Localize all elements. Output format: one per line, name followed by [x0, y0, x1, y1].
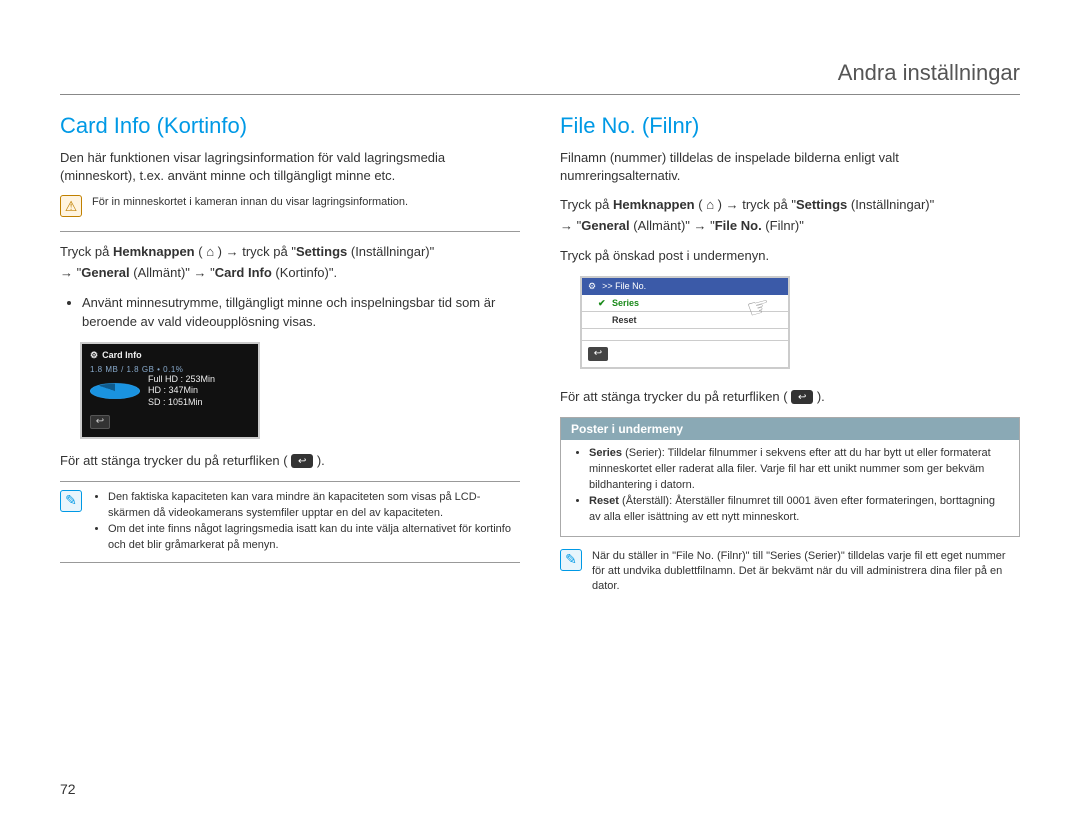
line-fullhd: Full HD : 253Min: [148, 374, 215, 386]
text: ) → tryck på ": [214, 244, 296, 259]
home-button-label: Hemknappen: [113, 244, 195, 259]
submenu-item-reset: Reset (Återställ): Återställer filnumret…: [589, 494, 1005, 526]
fileno-path: Tryck på Hemknappen ( ⌂ ) → tryck på "Se…: [560, 195, 1020, 235]
reset-text: (Återställ): Återställer filnumret till …: [589, 495, 995, 523]
text: ).: [313, 453, 325, 468]
text: (Allmänt)" → ": [630, 218, 715, 233]
warning-icon: ⚠: [60, 195, 82, 217]
section-title-cardinfo: Card Info (Kortinfo): [60, 113, 520, 139]
screenshot-title: >> File No.: [602, 281, 646, 291]
submenu-instr: Tryck på önskad post i undermenyn.: [560, 246, 1020, 266]
cardinfo-path: Tryck på Hemknappen ( ⌂ ) → tryck på "Se…: [60, 242, 520, 282]
text: (Kortinfo)".: [272, 265, 337, 280]
cardinfo-intro: Den här funktionen visar lagringsinforma…: [60, 149, 520, 185]
cardinfo-bullet: Använt minnesutrymme, tillgängligt minne…: [82, 293, 520, 332]
return-icon: ↩: [291, 454, 313, 468]
line-sd: SD : 1051Min: [148, 397, 215, 409]
text: För att stänga trycker du på returfliken…: [60, 453, 291, 468]
right-column: File No. (Filnr) Filnamn (nummer) tillde…: [560, 113, 1020, 609]
text: (: [195, 244, 207, 259]
home-button-label: Hemknappen: [613, 197, 695, 212]
series-label: Series: [589, 447, 622, 459]
text: ) → tryck på ": [714, 197, 796, 212]
left-column: Card Info (Kortinfo) Den här funktionen …: [60, 113, 520, 609]
gear-icon: ⚙: [90, 350, 98, 361]
return-icon: ↩: [791, 390, 813, 404]
fileno-note: När du ställer in "File No. (Filnr)" til…: [592, 549, 1020, 595]
text: (Allmänt)" → ": [130, 265, 215, 280]
note-icon: ✎: [60, 490, 82, 512]
cardinfo-label: Card Info: [215, 265, 272, 280]
submenu-item-series: Series (Serier): Tilldelar filnummer i s…: [589, 446, 1005, 494]
general-label: General: [81, 265, 129, 280]
general-label: General: [581, 218, 629, 233]
pie-chart: [90, 383, 140, 399]
divider: [60, 231, 520, 232]
back-icon: ↩: [90, 415, 110, 429]
text: → ": [560, 218, 581, 233]
text: (Filnr)": [762, 218, 804, 233]
cardinfo-notes: ✎ Den faktiska kapaciteten kan vara mind…: [60, 481, 520, 563]
reset-label: Reset: [589, 495, 619, 507]
fileno-label: File No.: [715, 218, 762, 233]
gear-icon: ⚙: [588, 281, 596, 292]
cardinfo-warning: För in minneskortet i kameran innan du v…: [92, 195, 520, 210]
home-icon: ⌂: [206, 244, 214, 259]
home-icon: ⌂: [706, 197, 714, 212]
text: (: [695, 197, 707, 212]
screenshot-title: Card Info: [102, 350, 142, 360]
page-header: Andra inställningar: [60, 60, 1020, 95]
page-number: 72: [60, 781, 76, 797]
line-hd: HD : 347Min: [148, 385, 215, 397]
text: Tryck på: [560, 197, 613, 212]
note-item: Om det inte finns något lagringsmedia is…: [108, 522, 520, 554]
text: (Inställningar)": [347, 244, 434, 259]
text: (Inställningar)": [847, 197, 934, 212]
submenu-heading: Poster i undermeny: [561, 418, 1019, 440]
text: ).: [813, 389, 825, 404]
text: För att stänga trycker du på returfliken…: [560, 389, 791, 404]
text: Tryck på: [60, 244, 113, 259]
settings-label: Settings: [796, 197, 847, 212]
section-title-fileno: File No. (Filnr): [560, 113, 1020, 139]
text: → ": [60, 265, 81, 280]
cardinfo-close: För att stänga trycker du på returfliken…: [60, 451, 520, 471]
fileno-screenshot: ⚙ >> File No. Series Reset ↩ ☞: [580, 276, 790, 369]
back-icon: ↩: [588, 347, 608, 361]
series-text: (Serier): Tilldelar filnummer i sekvens …: [589, 447, 991, 491]
cardinfo-screenshot: ⚙ Card Info 1.8 MB / 1.8 GB • 0.1% Full …: [80, 342, 260, 439]
submenu-box: Poster i undermeny Series (Serier): Till…: [560, 417, 1020, 537]
note-item: Den faktiska kapaciteten kan vara mindre…: [108, 490, 520, 522]
settings-label: Settings: [296, 244, 347, 259]
capacity-lines: Full HD : 253Min HD : 347Min SD : 1051Mi…: [148, 374, 215, 409]
fileno-intro: Filnamn (nummer) tilldelas de inspelade …: [560, 149, 1020, 185]
usage-text: 1.8 MB / 1.8 GB • 0.1%: [90, 365, 250, 374]
empty-row: [582, 329, 788, 341]
fileno-close: För att stänga trycker du på returfliken…: [560, 387, 1020, 407]
note-icon: ✎: [560, 549, 582, 571]
